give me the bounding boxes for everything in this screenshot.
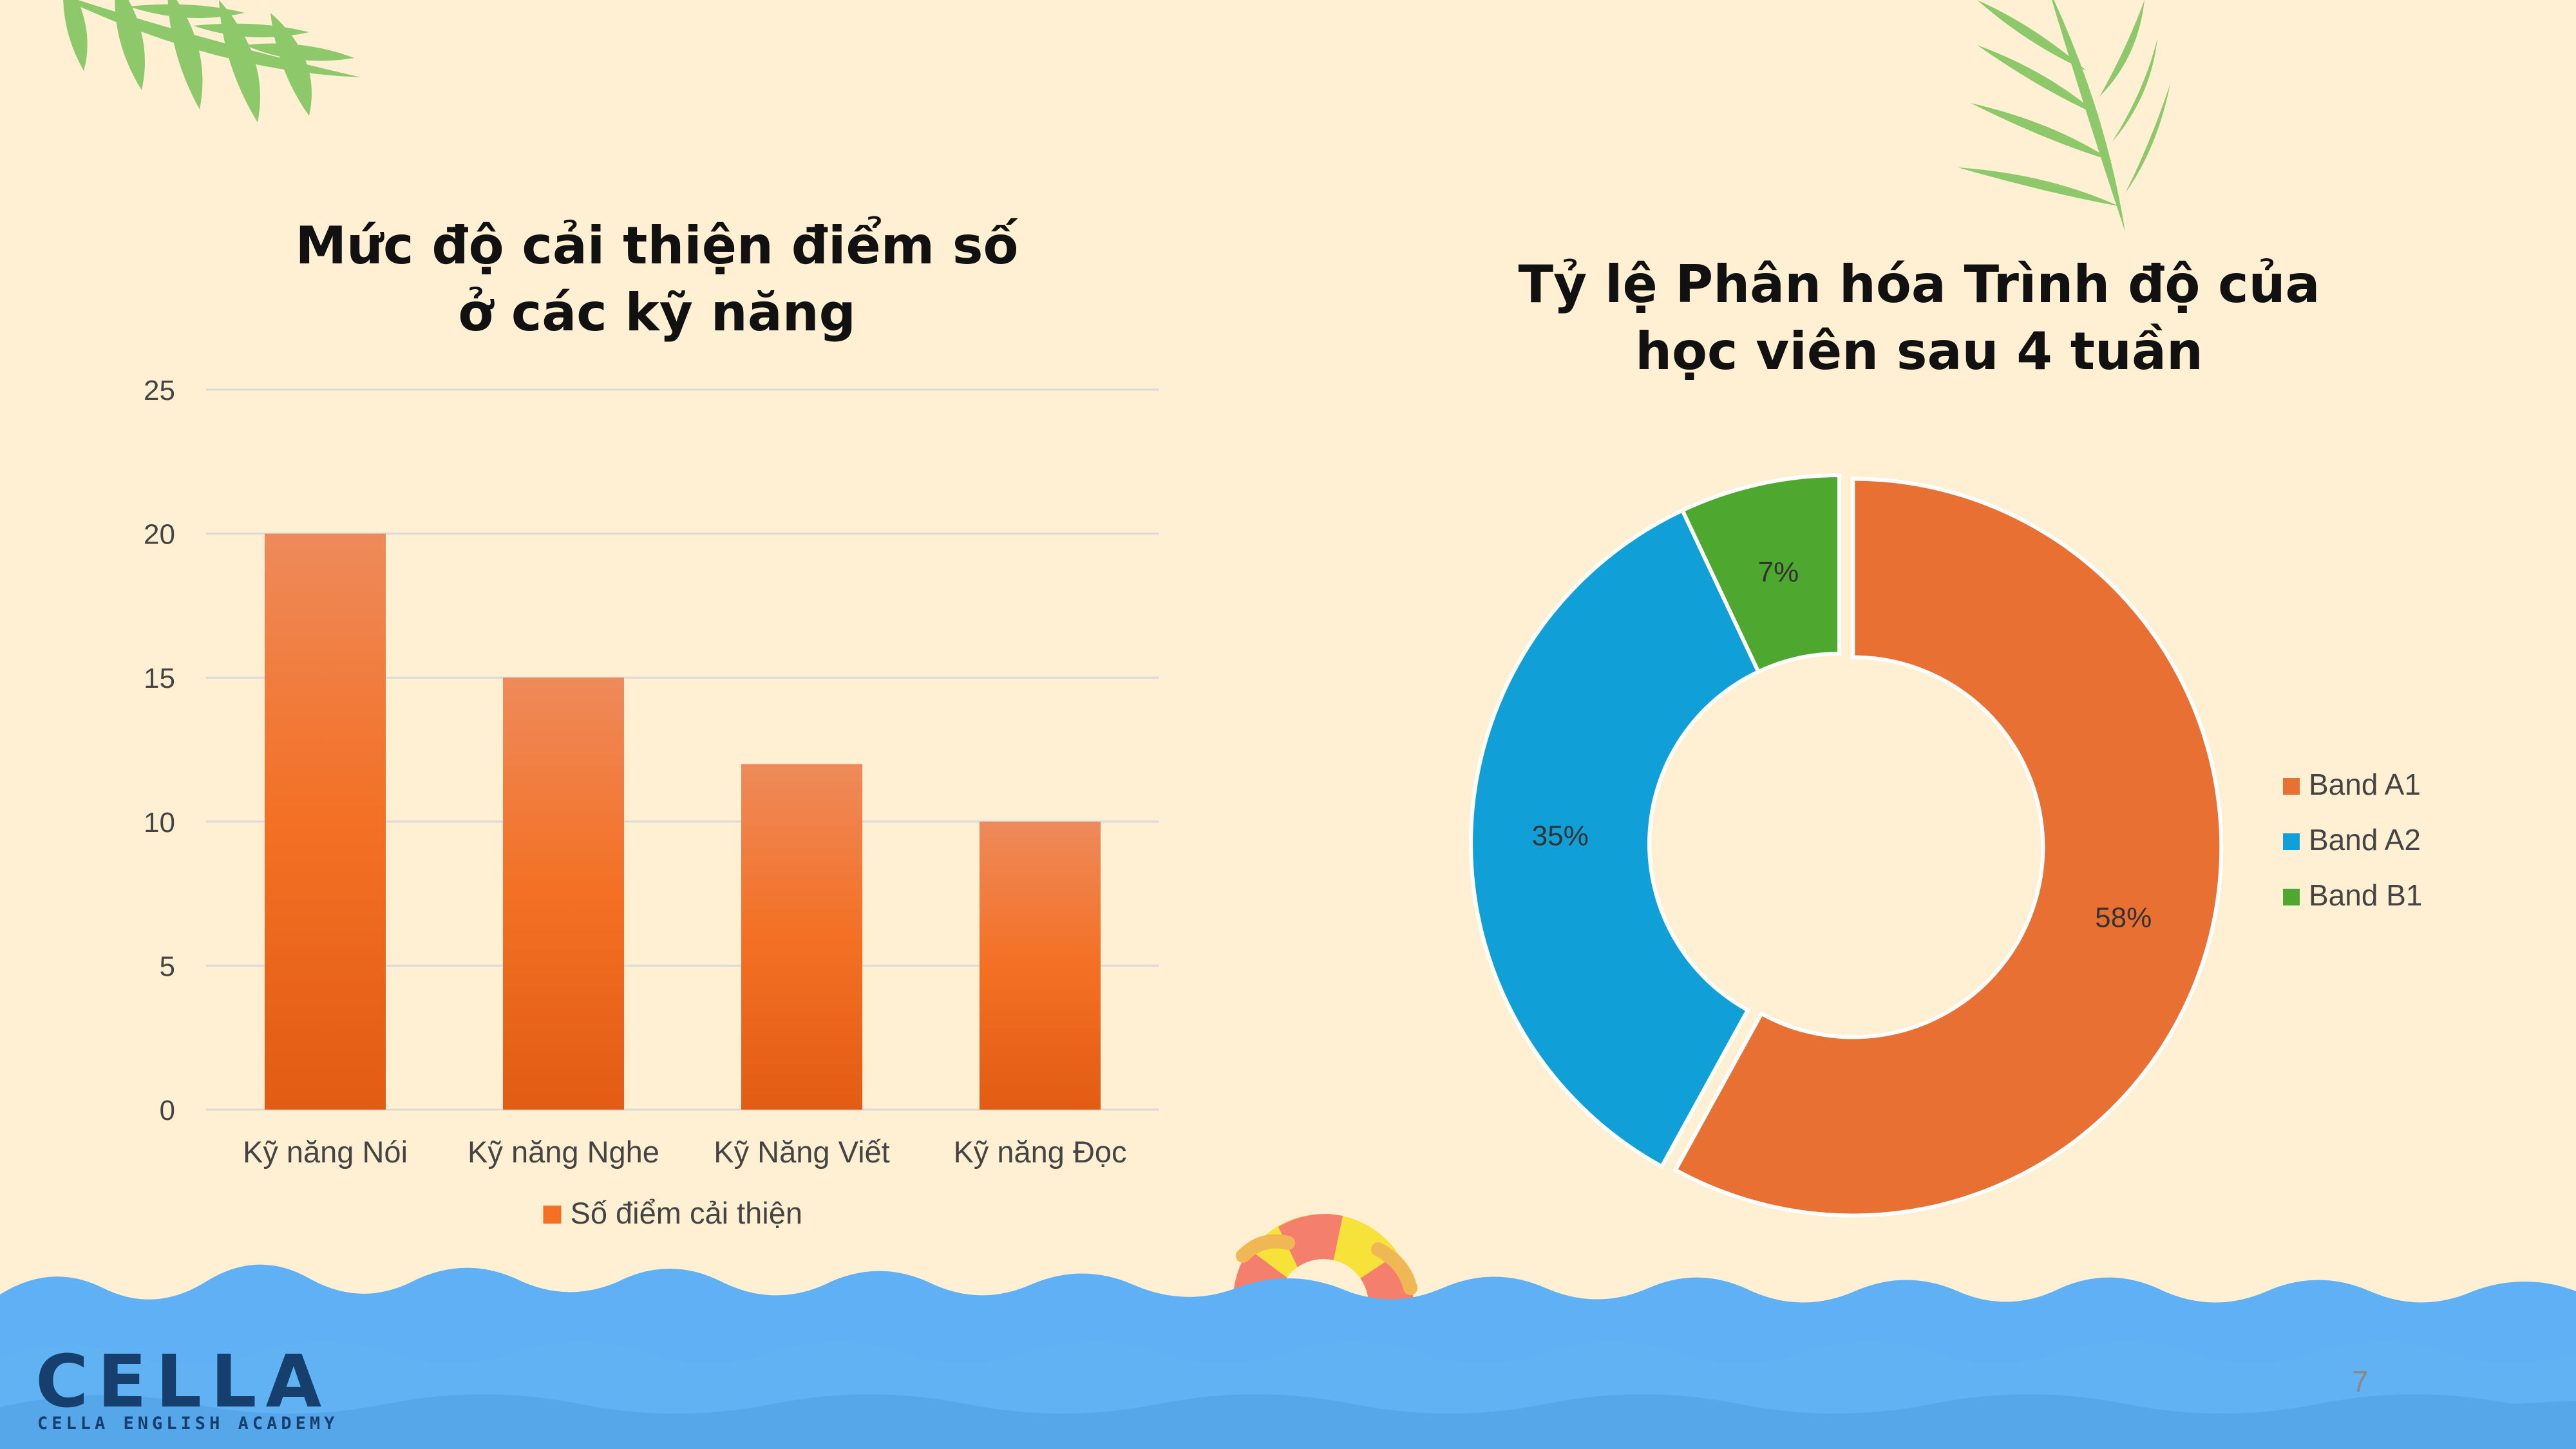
donut-legend-label: Band A1: [2309, 768, 2421, 801]
cella-logo: CELLA: [35, 1340, 331, 1424]
bar-y-tick-label: 15: [144, 663, 175, 694]
donut-data-label: 7%: [1758, 556, 1799, 588]
donut-legend-label: Band A2: [2309, 823, 2421, 857]
donut-data-label: 58%: [2095, 902, 2152, 933]
bar-4: [980, 821, 1101, 1110]
bar-x-category-label: Kỹ năng Nghe: [468, 1135, 659, 1169]
bar-chart-title-line-2: ở các kỹ năng: [458, 283, 856, 343]
cella-logo-subtitle: CELLA ENGLISH ACADEMY: [37, 1414, 339, 1434]
donut-chart-title: Tỷ lệ Phân hóa Trình độ của học viên sau…: [1436, 251, 2402, 385]
donut-chart-title-line-2: học viên sau 4 tuần: [1635, 321, 2203, 381]
donut-data-label: 35%: [1532, 820, 1589, 851]
bar-y-tick-label: 10: [144, 807, 175, 838]
bar-x-category-label: Kỹ Năng Viết: [714, 1135, 889, 1169]
bar-x-category-label: Kỹ năng Nói: [243, 1135, 408, 1169]
bar-x-category-label: Kỹ năng Đọc: [953, 1135, 1126, 1169]
palm-leaf-right-icon: [1958, 0, 2170, 232]
bar-2: [503, 677, 624, 1110]
bar-legend-swatch: [543, 1206, 562, 1224]
bar-3: [741, 764, 862, 1110]
bar-chart-title-line-1: Mức độ cải thiện điểm số: [295, 216, 1019, 276]
bar-y-tick-label: 20: [144, 519, 175, 551]
donut-legend-swatch: [2283, 778, 2300, 795]
palm-leaf-left-icon: [63, 0, 361, 122]
donut-chart-title-line-1: Tỷ lệ Phân hóa Trình độ của: [1518, 254, 2320, 314]
donut-legend-label: Band B1: [2309, 878, 2422, 912]
donut-slice-band-a2: [1469, 507, 1761, 1170]
page-number: 7: [2352, 1365, 2369, 1398]
donut-legend-swatch: [2283, 833, 2300, 850]
bar-1: [265, 533, 386, 1110]
donut-legend-swatch: [2283, 889, 2300, 905]
bar-legend-label: Số điểm cải thiện: [571, 1196, 803, 1230]
donut-slice-band-b1: [1680, 473, 1841, 675]
bar-chart-title: Mức độ cải thiện điểm số ở các kỹ năng: [206, 213, 1108, 346]
donut-slice-band-a1: [1672, 477, 2224, 1218]
bar-y-tick-label: 25: [144, 375, 175, 406]
bar-y-tick-label: 0: [160, 1095, 175, 1126]
waves-icon: [0, 1264, 2576, 1449]
bar-y-tick-label: 5: [160, 951, 175, 982]
